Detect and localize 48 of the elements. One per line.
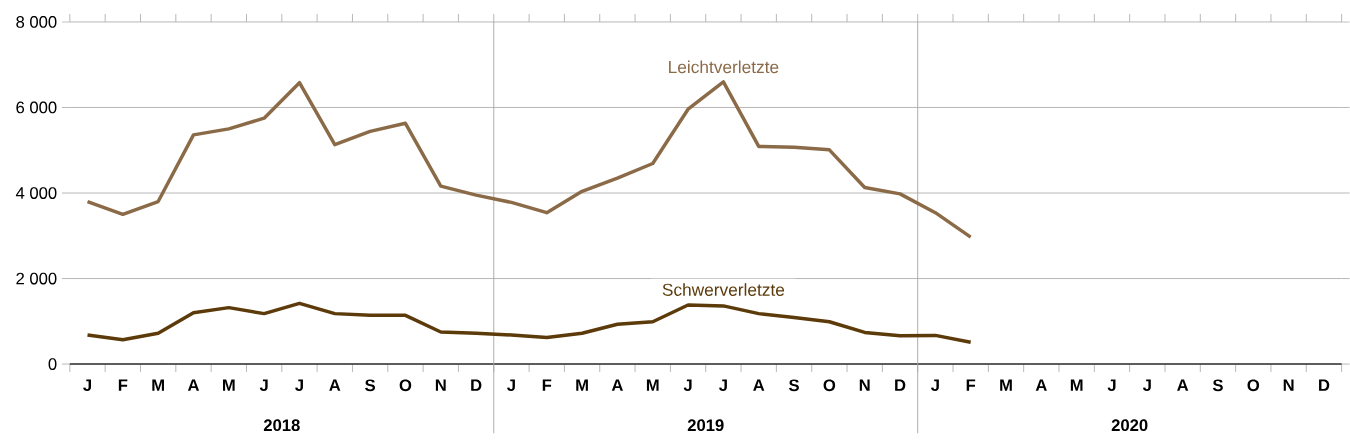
x-tick-label: F <box>542 379 552 391</box>
y-tick-label: 8 000 <box>16 16 57 28</box>
x-tick-label: D <box>471 379 482 391</box>
series-label: Schwerverletzte <box>662 283 785 296</box>
y-tick-label: 0 <box>48 358 57 371</box>
x-tick-label: J <box>507 379 515 392</box>
x-tick-label: A <box>1177 379 1189 391</box>
x-tick-label: A <box>1035 379 1047 391</box>
x-tick-label: M <box>576 379 588 391</box>
x-tick-label: J <box>930 379 939 392</box>
x-tick-label: M <box>646 379 659 391</box>
x-tick-label: A <box>329 379 341 391</box>
x-tick-label: J <box>719 379 727 392</box>
y-tick-label: 2 000 <box>16 272 57 285</box>
x-tick-label: M <box>1070 379 1083 391</box>
x-tick-label: M <box>222 379 235 391</box>
x-tick-label: O <box>1247 379 1260 392</box>
text: 2020 <box>1111 419 1148 432</box>
x-tick-label: J <box>83 379 91 392</box>
x-tick-label: A <box>611 379 623 391</box>
series-label: Leichtverletzte <box>669 60 779 74</box>
x-tick-label: J <box>259 379 268 392</box>
x-tick-label: M <box>152 379 164 391</box>
x-tick-label: D <box>1319 379 1330 391</box>
x-tick-label: N <box>859 379 870 391</box>
x-tick-label: S <box>788 379 799 392</box>
x-tick-label: N <box>1283 379 1294 391</box>
x-tick-label: J <box>683 379 692 392</box>
x-tick-label: S <box>1212 379 1223 392</box>
x-tick-label: M <box>1000 379 1012 391</box>
x-tick-label: J <box>1107 379 1116 392</box>
text: 2018 <box>263 419 300 432</box>
x-tick-label: O <box>399 379 412 392</box>
x-tick-label: J <box>1142 379 1151 392</box>
x-tick-label: N <box>435 379 446 391</box>
x-tick-label: A <box>187 379 200 391</box>
y-tick-label: 4 000 <box>15 187 57 199</box>
line-series <box>85 80 973 239</box>
x-tick-label: S <box>365 379 376 392</box>
x-tick-label: D <box>895 379 906 391</box>
x-tick-label: F <box>118 379 128 391</box>
x-tick-label: J <box>295 379 303 392</box>
text: 2019 <box>687 419 724 432</box>
x-tick-label: A <box>753 379 765 391</box>
x-tick-label: F <box>966 379 976 391</box>
y-tick-label: 6 000 <box>16 101 57 114</box>
line-series <box>85 301 973 345</box>
x-tick-label: O <box>823 379 836 392</box>
